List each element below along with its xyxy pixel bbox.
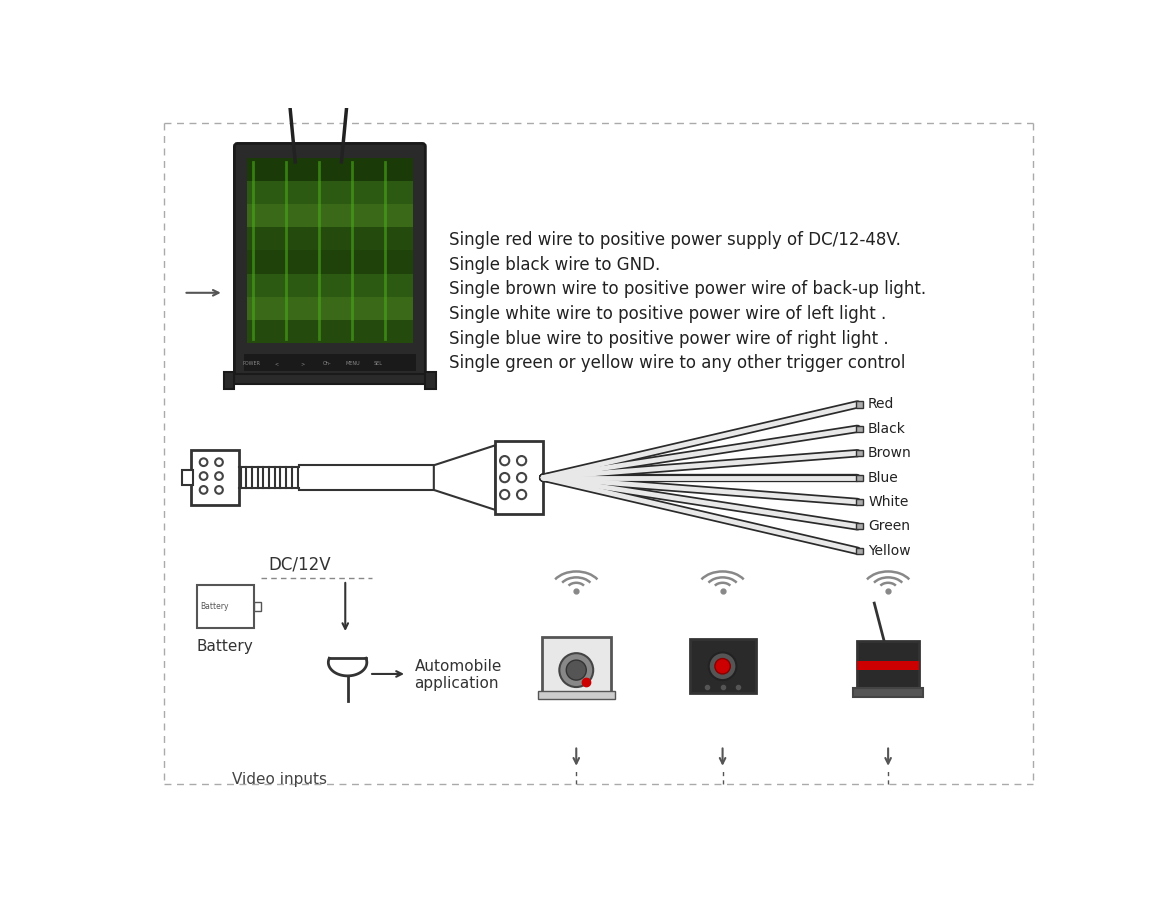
Text: POWER: POWER — [242, 361, 260, 366]
Bar — [537, 691, 614, 698]
Text: SEL: SEL — [374, 361, 383, 366]
Text: Battery: Battery — [196, 639, 253, 654]
Text: Single blue wire to positive power wire of right light .: Single blue wire to positive power wire … — [450, 329, 889, 347]
Circle shape — [215, 458, 223, 466]
Text: Single brown wire to positive power wire of back-up light.: Single brown wire to positive power wire… — [450, 281, 926, 299]
Text: Single black wire to GND.: Single black wire to GND. — [450, 256, 660, 274]
Bar — [856, 548, 863, 554]
Circle shape — [517, 456, 527, 465]
Circle shape — [500, 490, 509, 500]
Circle shape — [215, 486, 223, 494]
Bar — [857, 661, 919, 670]
Bar — [299, 465, 433, 490]
Bar — [856, 523, 863, 529]
Text: Single green or yellow wire to any other trigger control: Single green or yellow wire to any other… — [450, 355, 905, 373]
Circle shape — [517, 473, 527, 482]
Text: MENU: MENU — [346, 361, 360, 366]
Text: DC/12V: DC/12V — [269, 556, 331, 574]
Bar — [246, 228, 413, 250]
Text: Brown: Brown — [868, 446, 912, 460]
Bar — [246, 181, 413, 204]
Bar — [856, 474, 863, 481]
Bar — [246, 204, 413, 228]
Circle shape — [715, 659, 730, 674]
Text: Battery: Battery — [201, 602, 229, 611]
Bar — [856, 499, 863, 505]
Circle shape — [200, 458, 208, 466]
Bar — [182, 470, 193, 485]
Bar — [246, 158, 413, 181]
Bar — [856, 426, 863, 432]
Circle shape — [215, 472, 223, 480]
Text: Single red wire to positive power supply of DC/12-48V.: Single red wire to positive power supply… — [450, 231, 901, 249]
Bar — [196, 585, 255, 628]
Text: Black: Black — [868, 422, 906, 436]
Bar — [246, 297, 413, 320]
Bar — [690, 639, 756, 693]
Bar — [542, 637, 611, 695]
Text: Green: Green — [868, 519, 910, 534]
Bar — [244, 355, 416, 372]
Text: Red: Red — [868, 398, 895, 411]
Bar — [425, 372, 436, 389]
Circle shape — [559, 653, 593, 687]
Bar — [246, 158, 413, 343]
Circle shape — [500, 456, 509, 465]
Text: Automobile
application: Automobile application — [415, 659, 502, 691]
Polygon shape — [433, 446, 495, 510]
Circle shape — [200, 486, 208, 494]
Text: Video inputs: Video inputs — [232, 771, 327, 787]
Bar — [495, 441, 543, 514]
Text: Yellow: Yellow — [868, 544, 911, 558]
Text: <: < — [274, 361, 279, 366]
Circle shape — [517, 490, 527, 500]
Text: Oh-: Oh- — [324, 361, 332, 366]
Bar — [246, 250, 413, 274]
Bar — [246, 274, 413, 297]
FancyBboxPatch shape — [235, 143, 425, 381]
Bar — [856, 401, 863, 408]
Circle shape — [500, 473, 509, 482]
Bar — [255, 601, 260, 611]
Bar — [246, 320, 413, 343]
Text: Single white wire to positive power wire of left light .: Single white wire to positive power wire… — [450, 305, 887, 323]
Circle shape — [566, 660, 586, 680]
Bar — [234, 374, 426, 383]
Circle shape — [200, 472, 208, 480]
Bar — [223, 372, 235, 389]
Bar — [854, 688, 923, 697]
Text: White: White — [868, 495, 909, 509]
Text: >: > — [300, 361, 304, 366]
Bar — [856, 450, 863, 456]
Circle shape — [709, 652, 737, 680]
Text: Blue: Blue — [868, 471, 899, 484]
Bar — [857, 641, 919, 691]
Bar — [192, 450, 239, 505]
